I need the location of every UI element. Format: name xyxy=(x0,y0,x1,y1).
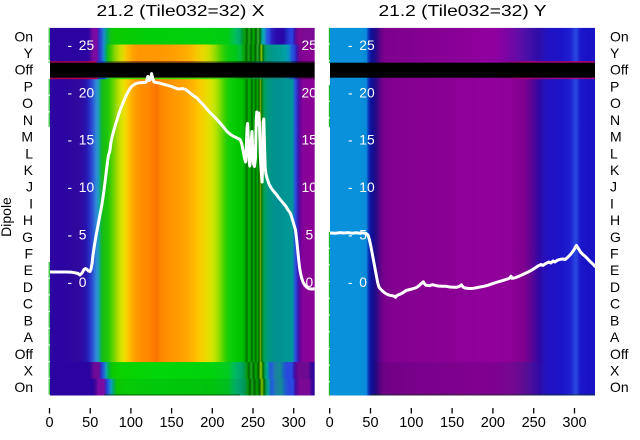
svg-text:50: 50 xyxy=(82,415,98,431)
svg-text:5: 5 xyxy=(306,228,314,243)
svg-text:0: 0 xyxy=(306,275,314,290)
svg-text:200: 200 xyxy=(481,415,505,431)
svg-text:0: 0 xyxy=(79,275,87,290)
svg-text:K: K xyxy=(24,162,34,178)
svg-text:Off: Off xyxy=(610,62,629,78)
svg-text:N: N xyxy=(610,112,620,128)
svg-text:M: M xyxy=(21,129,33,145)
svg-text:I: I xyxy=(29,195,33,211)
svg-text:L: L xyxy=(610,145,618,161)
svg-text:5: 5 xyxy=(79,228,87,243)
svg-text:Dipole: Dipole xyxy=(0,197,14,237)
svg-text:H: H xyxy=(23,212,33,228)
svg-text:0: 0 xyxy=(326,415,334,431)
svg-text:-: - xyxy=(68,133,73,148)
svg-text:21.2 (Tile032=32) Y: 21.2 (Tile032=32) Y xyxy=(379,3,547,20)
svg-text:10: 10 xyxy=(302,180,318,195)
svg-text:Off: Off xyxy=(15,346,34,362)
svg-text:-: - xyxy=(348,38,353,53)
svg-text:O: O xyxy=(610,95,621,111)
svg-text:X: X xyxy=(610,363,620,379)
svg-text:X: X xyxy=(24,363,34,379)
svg-text:-: - xyxy=(68,275,73,290)
svg-text:15: 15 xyxy=(302,133,318,148)
svg-text:Off: Off xyxy=(610,346,629,362)
svg-text:-: - xyxy=(68,85,73,100)
svg-text:20: 20 xyxy=(359,85,375,100)
svg-text:100: 100 xyxy=(119,415,143,431)
svg-text:300: 300 xyxy=(282,415,306,431)
svg-text:200: 200 xyxy=(200,415,224,431)
svg-text:-: - xyxy=(348,180,353,195)
svg-text:C: C xyxy=(610,296,620,312)
svg-text:I: I xyxy=(610,195,614,211)
svg-text:25: 25 xyxy=(79,38,95,53)
svg-text:-: - xyxy=(348,133,353,148)
svg-text:J: J xyxy=(26,179,33,195)
svg-text:25: 25 xyxy=(302,38,318,53)
svg-text:J: J xyxy=(610,179,617,195)
svg-text:-: - xyxy=(348,228,353,243)
svg-text:20: 20 xyxy=(79,85,95,100)
svg-text:150: 150 xyxy=(159,415,183,431)
svg-text:D: D xyxy=(23,279,33,295)
svg-text:-: - xyxy=(348,275,353,290)
svg-text:-: - xyxy=(68,228,73,243)
svg-text:Y: Y xyxy=(24,45,34,61)
svg-text:10: 10 xyxy=(359,180,375,195)
svg-text:10: 10 xyxy=(79,180,95,195)
svg-text:N: N xyxy=(23,112,33,128)
svg-text:M: M xyxy=(610,129,622,145)
svg-text:C: C xyxy=(23,296,33,312)
svg-text:15: 15 xyxy=(79,133,95,148)
svg-text:P: P xyxy=(610,78,619,94)
svg-text:Off: Off xyxy=(15,62,34,78)
svg-text:-: - xyxy=(68,38,73,53)
svg-text:L: L xyxy=(25,145,33,161)
svg-text:20: 20 xyxy=(302,85,318,100)
svg-text:On: On xyxy=(14,379,33,395)
svg-text:E: E xyxy=(610,262,619,278)
svg-text:-: - xyxy=(348,85,353,100)
svg-text:5: 5 xyxy=(359,228,367,243)
svg-text:-: - xyxy=(68,180,73,195)
svg-text:25: 25 xyxy=(359,38,375,53)
svg-text:On: On xyxy=(14,28,33,44)
svg-text:15: 15 xyxy=(359,133,375,148)
svg-text:50: 50 xyxy=(362,415,378,431)
svg-text:250: 250 xyxy=(522,415,546,431)
svg-text:D: D xyxy=(610,279,620,295)
svg-text:0: 0 xyxy=(45,415,53,431)
svg-text:B: B xyxy=(610,312,619,328)
svg-text:K: K xyxy=(610,162,620,178)
svg-text:250: 250 xyxy=(241,415,265,431)
svg-text:21.2 (Tile032=32) X: 21.2 (Tile032=32) X xyxy=(97,3,265,20)
svg-text:100: 100 xyxy=(399,415,423,431)
svg-text:300: 300 xyxy=(562,415,586,431)
svg-text:Y: Y xyxy=(610,45,620,61)
svg-text:A: A xyxy=(610,329,620,345)
svg-text:A: A xyxy=(24,329,34,345)
svg-text:G: G xyxy=(22,229,33,245)
svg-text:On: On xyxy=(610,28,629,44)
svg-text:F: F xyxy=(610,246,619,262)
svg-text:E: E xyxy=(24,262,33,278)
svg-text:H: H xyxy=(610,212,620,228)
svg-text:On: On xyxy=(610,379,629,395)
svg-text:0: 0 xyxy=(359,275,367,290)
svg-text:O: O xyxy=(22,95,33,111)
svg-text:F: F xyxy=(24,246,33,262)
svg-text:B: B xyxy=(24,312,33,328)
svg-text:150: 150 xyxy=(440,415,464,431)
svg-text:P: P xyxy=(24,78,33,94)
svg-text:G: G xyxy=(610,229,621,245)
